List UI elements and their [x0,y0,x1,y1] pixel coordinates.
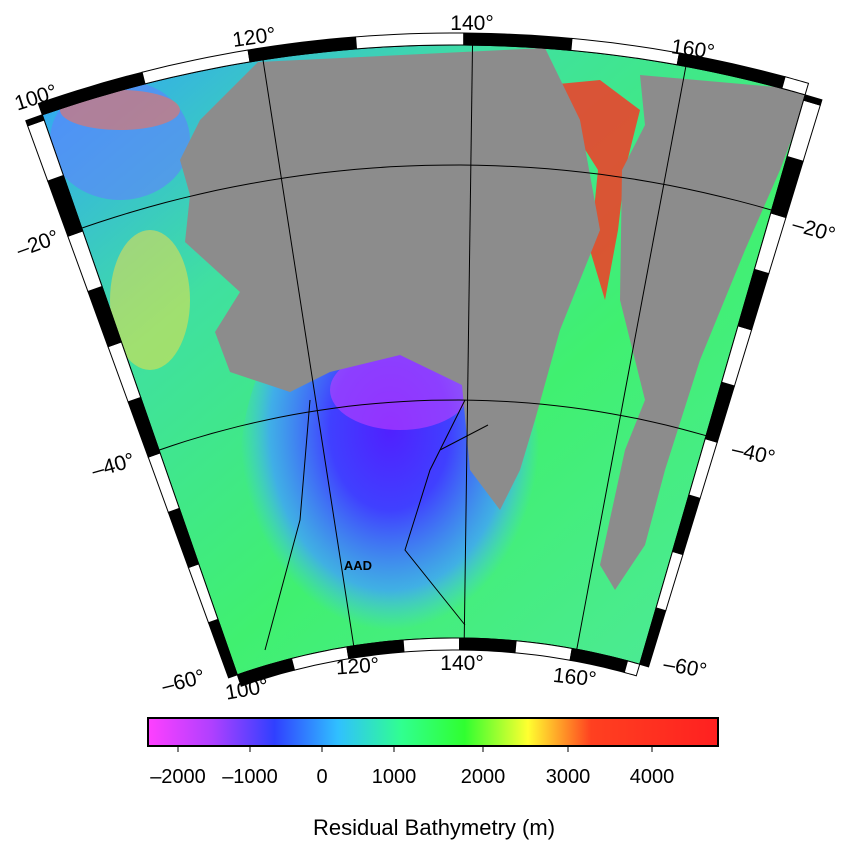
colorbar [148,718,718,746]
lat-label: –60° [662,653,709,683]
colorbar-tick-label: –1000 [222,766,278,788]
lon-label: 140° [440,652,483,675]
lat-label: –60° [160,665,208,698]
lon-label: 100° [223,675,270,705]
lat-label: –40° [730,438,777,470]
page: AAD 100° 120° 140° 160° 100° 120° 140° 1… [0,0,841,843]
colorbar-tick-label: 3000 [546,766,591,788]
colorbar-ticks: –2000 –1000 0 1000 2000 3000 4000 [150,746,674,788]
colorbar-tick-label: 0 [316,766,327,788]
lon-label: 120° [335,654,380,680]
lat-label: –40° [89,449,137,483]
colorbar-tick-label: –2000 [150,766,206,788]
map-body [42,45,810,675]
lon-label: 140° [450,12,493,35]
colorbar-tick-label: 2000 [461,766,506,788]
lat-label: –20° [13,226,62,262]
annotation: AAD [344,558,372,573]
frame-bar [460,638,517,653]
colorbar-tick-label: 4000 [630,766,675,788]
frame-bar [403,638,460,652]
lon-label: 160° [552,664,598,691]
frame-bar [624,661,639,676]
land [600,75,810,590]
colorbar-tick-label: 1000 [372,766,417,788]
lat-label: –20° [790,213,838,247]
colorbar-label: Residual Bathymetry (m) [313,815,555,840]
map-figure: AAD 100° 120° 140° 160° 100° 120° 140° 1… [0,0,841,843]
